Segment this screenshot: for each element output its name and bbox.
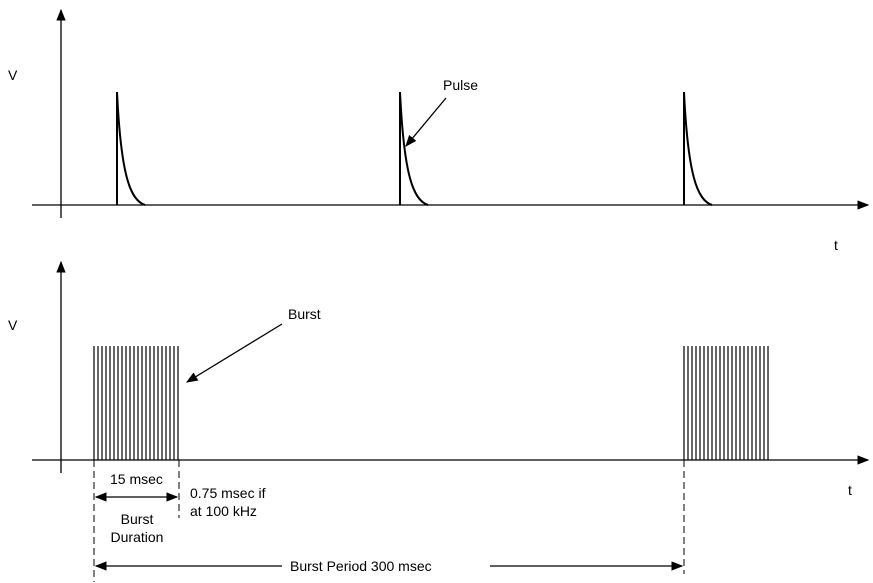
burst-duration-label-line1: Burst [121, 511, 154, 527]
top-x-axis-label: t [834, 237, 838, 253]
pulse-1 [116, 91, 146, 206]
bottom-panel: V t Burst 15 msec 0.75 msec if at 100 kH… [8, 260, 870, 582]
top-panel: V t Pulse [8, 8, 870, 253]
burst-callout-label: Burst [288, 306, 321, 322]
top-y-axis-label: V [8, 67, 18, 83]
pulse-callout-arrow [405, 97, 447, 147]
burst-frequency-note-line1: 0.75 msec if [190, 485, 266, 501]
pulse-3 [683, 91, 713, 206]
burst-frequency-note-line2: at 100 kHz [190, 503, 257, 519]
dimension-15-msec: 15 msec [110, 471, 163, 487]
pulse-callout-label: Pulse [443, 77, 478, 93]
bottom-x-axis-label: t [848, 482, 852, 498]
burst-duration-label-line2: Duration [111, 529, 164, 545]
pulse-2 [399, 91, 429, 206]
bottom-y-axis-label: V [8, 317, 18, 333]
burst-period-label: Burst Period 300 msec [290, 558, 432, 574]
burst-callout-arrow [186, 323, 283, 383]
burst-1 [93, 346, 179, 460]
burst-2 [683, 346, 769, 460]
